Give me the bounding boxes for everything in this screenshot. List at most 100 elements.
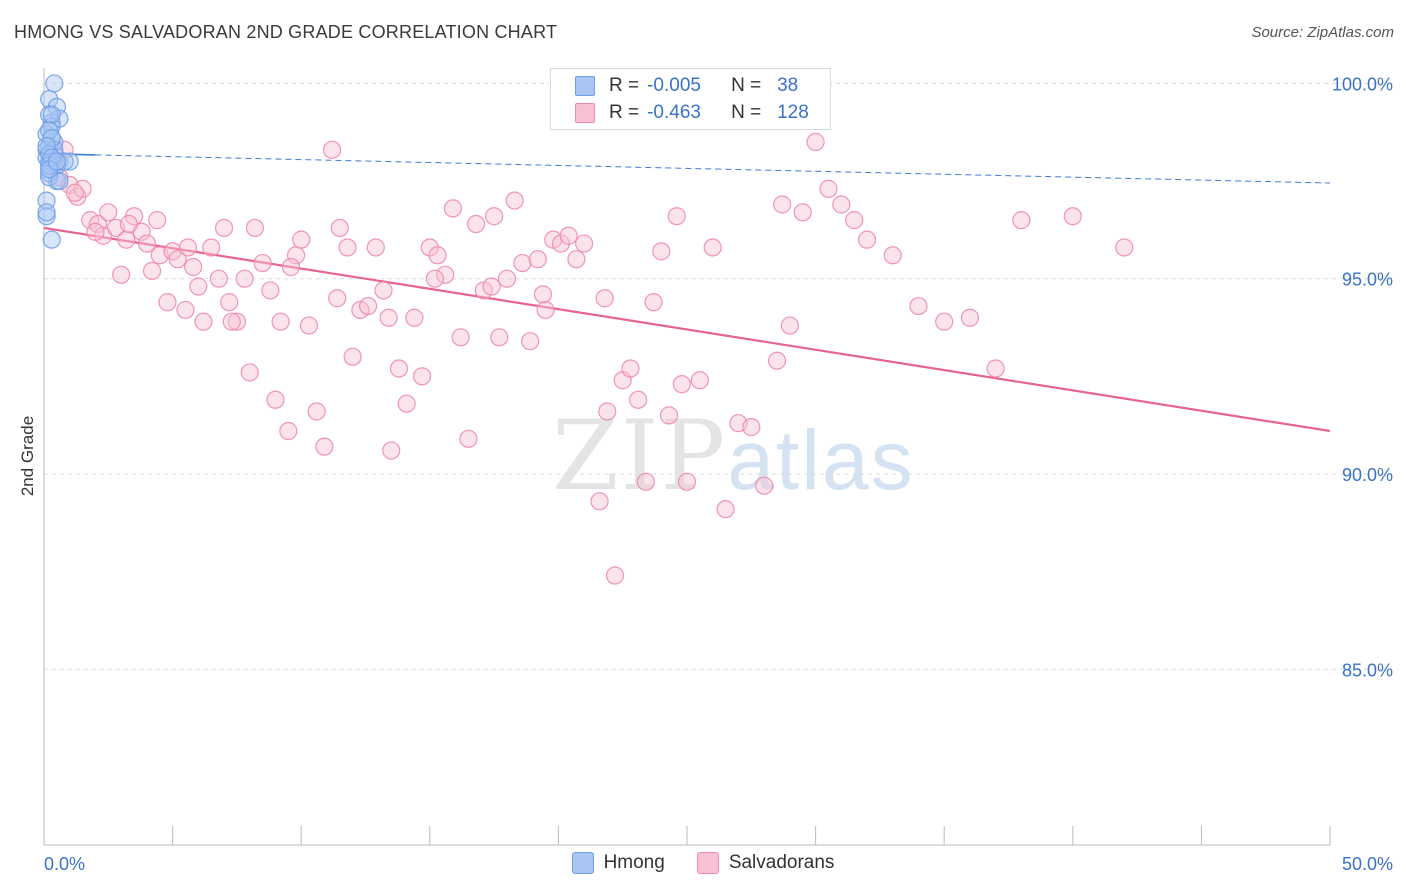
salvadorans-point (292, 230, 311, 249)
salvadorans-point (112, 265, 131, 284)
salvadorans-point (235, 269, 254, 288)
hmong-point (42, 230, 61, 249)
salvadorans-point (338, 238, 357, 257)
salvadorans-point (567, 250, 586, 269)
salvadorans-point (443, 199, 463, 218)
salvadorans-point (528, 250, 547, 269)
salvadorans-point (909, 296, 928, 316)
salvadorans-point (629, 390, 648, 409)
salvadorans-point (536, 300, 555, 320)
salvadorans-point (428, 246, 447, 265)
salvadorans-point (986, 359, 1005, 378)
salvadorans-point (366, 238, 385, 257)
salvadorans-point (397, 394, 416, 413)
salvadorans-point (490, 328, 509, 347)
salvadorans-point (328, 289, 347, 308)
salvadorans-point (307, 402, 326, 421)
salvadorans-point (137, 234, 156, 253)
salvadorans-point (505, 191, 524, 210)
salvadorans-point (299, 316, 319, 335)
salvadorans-point (667, 207, 686, 226)
salvadorans-point (184, 257, 203, 277)
watermark: ZIPatlas (552, 400, 915, 512)
salvadorans-point (227, 312, 246, 331)
n-value: 128 (777, 102, 809, 123)
salvadorans-point (451, 328, 470, 347)
x-tick-label: 0.0% (44, 854, 85, 874)
data-points (37, 74, 1134, 585)
salvadorans-point (220, 293, 239, 312)
n-label: N = (731, 75, 762, 96)
watermark-zip: ZIP (552, 400, 728, 512)
hmong-point (37, 207, 56, 226)
salvadorans-point (158, 293, 177, 312)
salvadorans-swatch (575, 103, 595, 123)
n-label: N = (731, 102, 762, 123)
hmong-swatch (571, 852, 594, 874)
salvadorans-point (245, 218, 265, 238)
salvadorans-point (119, 214, 138, 234)
legend-label: Salvadorans (728, 852, 835, 873)
salvadorans-point (253, 253, 272, 273)
salvadorans-point (857, 230, 877, 249)
salvadorans-point (595, 289, 614, 308)
salvadorans-point (240, 363, 259, 382)
salvadorans-point (1115, 238, 1134, 257)
salvadorans-point (690, 371, 709, 390)
salvadorans-point (659, 406, 679, 425)
salvadorans-point (605, 566, 625, 585)
salvadorans-point (672, 375, 691, 394)
axes (43, 68, 1331, 846)
salvadorans-point (266, 390, 285, 409)
salvadorans-point (773, 195, 792, 214)
salvadorans-point (513, 253, 532, 273)
r-value: -0.463 (647, 102, 701, 123)
salvadorans-point (178, 238, 198, 257)
n-value: 38 (777, 75, 799, 96)
hmong-point (42, 105, 61, 124)
stats-legend: R = -0.005 N = 38 R = -0.463 N = 128 (550, 68, 831, 130)
salvadorans-point (482, 277, 501, 296)
hmong-trend-line-dashed (95, 154, 1331, 184)
salvadorans-point (281, 257, 301, 277)
salvadorans-point (466, 214, 486, 234)
hmong-point (45, 74, 64, 93)
y-tick-label: 95.0% (1342, 270, 1393, 290)
salvadorans-point (425, 269, 445, 288)
salvadorans-point (485, 207, 504, 226)
tick-labels: 85.0% 90.0% 95.0% 100.0% 0.0% 50.0% (44, 74, 1393, 874)
salvadorans-point (330, 218, 349, 238)
x-tick-label: 50.0% (1342, 854, 1393, 874)
series-legend: Hmong Salvadorans (0, 852, 1406, 874)
salvadorans-point (142, 261, 162, 280)
salvadorans-point (176, 300, 195, 320)
salvadorans-point (819, 179, 838, 198)
salvadorans-point (202, 238, 221, 257)
salvadorans-point (644, 293, 663, 312)
salvadorans-point (960, 308, 980, 327)
salvadorans-point (343, 347, 362, 366)
salvadorans-point (845, 211, 864, 230)
salvadorans-point (379, 308, 398, 327)
salvadorans-point (261, 281, 280, 300)
salvadorans-point (742, 418, 761, 437)
salvadorans-point (780, 316, 799, 335)
salvadorans-point (590, 492, 609, 511)
salvadorans-point (767, 351, 787, 370)
salvadorans-point (374, 281, 393, 300)
salvadorans-point (716, 500, 735, 519)
hmong-swatch (575, 76, 595, 96)
salvadorans-point (194, 312, 213, 331)
salvadorans-point (214, 218, 234, 238)
hmong-point (47, 152, 66, 171)
salvadorans-point (806, 132, 825, 152)
salvadorans-point (412, 367, 432, 386)
salvadorans-point (559, 226, 578, 245)
legend-item-hmong: Hmong (571, 852, 665, 874)
salvadorans-point (117, 230, 136, 249)
hmong-point (37, 136, 56, 156)
salvadorans-point (209, 269, 228, 288)
salvadorans-point (405, 308, 424, 327)
salvadorans-point (793, 203, 812, 222)
r-label: R = (609, 75, 640, 96)
